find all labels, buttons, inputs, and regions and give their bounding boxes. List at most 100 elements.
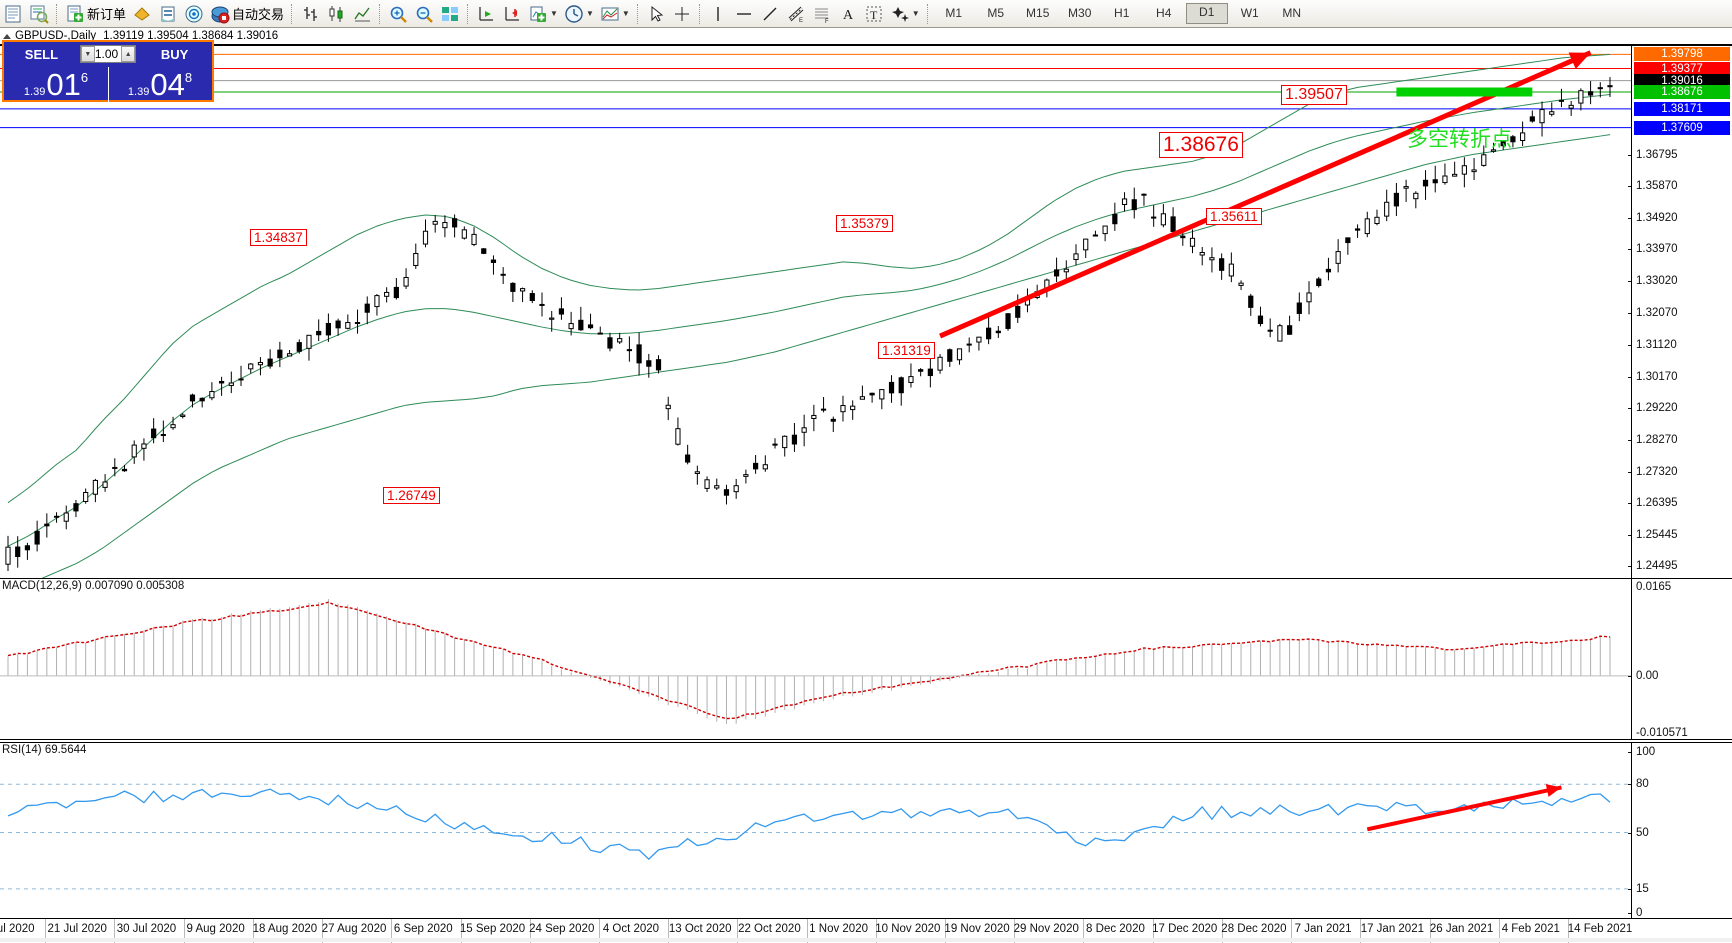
timeframe-h4[interactable]: H4: [1156, 6, 1172, 20]
chevron-down-icon[interactable]: ▼: [621, 9, 630, 18]
time-axis-separator: [1083, 919, 1085, 943]
rsi-chart-svg: [0, 783, 1632, 890]
toolbar-separator: [56, 3, 58, 24]
time-axis-label: 4 Feb 2021: [1501, 923, 1560, 935]
price-tick-label: 1.30170: [1636, 370, 1678, 383]
rsi-plot[interactable]: RSI(14) 69.5644: [0, 743, 1632, 918]
line-chart-icon[interactable]: [349, 1, 375, 26]
volume-increase-button[interactable]: ▲: [121, 46, 136, 62]
indicators-icon[interactable]: ▼: [525, 1, 561, 26]
equidistant-channel-icon[interactable]: E: [783, 1, 809, 26]
macd-pane[interactable]: MACD(12,26,9) 0.007090 0.005308 0.0165 0.…: [0, 579, 1732, 739]
volume-stepper[interactable]: ▼ 1.00 ▲: [79, 45, 137, 63]
price-plot[interactable]: [0, 46, 1632, 578]
chart-symbol-bar: GBPUSD-,Daily 1.39119 1.39504 1.38684 1.…: [0, 28, 1732, 46]
timeframe-w1[interactable]: W1: [1240, 6, 1259, 20]
templates-icon[interactable]: ▼: [597, 1, 633, 26]
text-icon[interactable]: A: [835, 1, 861, 26]
buy-price-big: 04: [150, 67, 185, 102]
buy-price[interactable]: 1.39 04 8: [108, 66, 212, 100]
candlestick-chart-icon[interactable]: [323, 1, 349, 26]
time-axis-label: 29 Nov 2020: [1013, 923, 1079, 935]
price-tick-mark: [1628, 217, 1632, 219]
price-tick-mark: [1628, 281, 1632, 283]
navigator-icon[interactable]: [181, 1, 207, 26]
time-axis-label: 24 Sep 2020: [529, 923, 595, 935]
time-axis-separator: [391, 919, 393, 943]
time-axis-label: 10 Nov 2020: [875, 923, 941, 935]
timeframe-group: M1 M5 M15 M30 H1 H4 D1 W1 MN: [933, 3, 1313, 24]
vertical-line-icon[interactable]: [705, 1, 731, 26]
rsi-pane[interactable]: RSI(14) 69.5644 100 80 50 15 0: [0, 743, 1732, 919]
cursor-icon[interactable]: [643, 1, 669, 26]
price-tag-1.38676: 1.38676: [1634, 84, 1730, 99]
macd-tick-mark: [1628, 675, 1632, 677]
timeframe-m15[interactable]: M15: [1026, 6, 1050, 20]
buy-button[interactable]: BUY: [160, 46, 189, 62]
sell-price-sup: 6: [80, 70, 89, 85]
auto-trading-button[interactable]: 自动交易: [207, 1, 287, 26]
time-axis-label: 15 Sep 2020: [459, 923, 526, 935]
time-axis-separator: [1429, 919, 1431, 943]
sell-button[interactable]: SELL: [24, 46, 59, 62]
sell-price-big: 01: [46, 67, 81, 102]
toolbar-separator: [467, 3, 469, 24]
price-pane-divider: [0, 578, 1732, 579]
text-label-icon[interactable]: T: [861, 1, 887, 26]
market-watch-icon[interactable]: [26, 1, 52, 26]
horizontal-line-icon[interactable]: [731, 1, 757, 26]
price-axis-labels: 1.36795 1.35870 1.34920 1.33970 1.33020 1.320…: [1628, 46, 1732, 578]
rsi-tick-mark: [1628, 784, 1632, 786]
price-tag-1.37609: 1.37609: [1634, 120, 1730, 135]
time-axis-separator: [529, 919, 531, 943]
timeframe-h1[interactable]: H1: [1114, 6, 1130, 20]
bar-chart-icon[interactable]: [297, 1, 323, 26]
time-axis-label: 17 Dec 2020: [1152, 923, 1218, 935]
rsi-tick-label: 15: [1636, 882, 1649, 895]
time-axis-separator: [945, 919, 947, 943]
price-tick-label: 1.33020: [1636, 275, 1678, 288]
trendline-icon[interactable]: [757, 1, 783, 26]
expert-advisors-icon[interactable]: [129, 1, 155, 26]
zoom-out-icon[interactable]: [411, 1, 437, 26]
sell-price[interactable]: 1.39 01 6: [4, 66, 108, 100]
data-window-icon[interactable]: [155, 1, 181, 26]
period-icon[interactable]: ▼: [561, 1, 597, 26]
chart-area[interactable]: 1.36795 1.35870 1.34920 1.33970 1.33020 1.320…: [0, 46, 1732, 942]
timeframe-m5[interactable]: M5: [987, 6, 1005, 20]
terminal-icon[interactable]: [0, 1, 26, 26]
price-tick-label: 1.24495: [1636, 560, 1678, 573]
price-tick-mark: [1628, 566, 1632, 568]
price-tick-label: 1.33970: [1636, 243, 1678, 256]
objects-icon[interactable]: ▼: [887, 1, 923, 26]
timeframe-d1[interactable]: D1: [1185, 3, 1228, 24]
timeframe-m30[interactable]: M30: [1068, 6, 1092, 20]
chart-shift-icon[interactable]: [473, 1, 499, 26]
collapse-triangle-icon[interactable]: [3, 33, 11, 39]
horizontal-scrollbar[interactable]: [0, 938, 1732, 942]
zoom-in-icon[interactable]: [385, 1, 411, 26]
macd-tick-label: 0.0165: [1636, 581, 1672, 593]
chevron-down-icon[interactable]: ▼: [585, 9, 594, 18]
macd-chart-svg: [0, 598, 1632, 725]
auto-scroll-icon[interactable]: [499, 1, 525, 26]
macd-pane-divider: [0, 739, 1732, 740]
chevron-down-icon[interactable]: ▼: [550, 9, 558, 18]
timeframe-mn[interactable]: MN: [1282, 6, 1302, 20]
time-axis-label: 30 Jul 2020: [116, 923, 177, 935]
price-pane[interactable]: 1.36795 1.35870 1.34920 1.33970 1.33020 1.320…: [0, 46, 1732, 578]
volume-decrease-button[interactable]: ▼: [80, 46, 95, 62]
time-axis-separator: [1152, 919, 1154, 943]
timeframe-m1[interactable]: M1: [945, 6, 963, 20]
chevron-down-icon[interactable]: ▼: [911, 9, 920, 18]
macd-plot[interactable]: MACD(12,26,9) 0.007090 0.005308: [0, 579, 1632, 739]
rsi-label: RSI(14) 69.5644: [2, 744, 87, 756]
fibonacci-icon[interactable]: F: [809, 1, 835, 26]
chart-grid-icon[interactable]: [437, 1, 463, 26]
oct-divider: [108, 67, 109, 104]
crosshair-icon[interactable]: [669, 1, 695, 26]
new-order-button[interactable]: 新订单: [62, 1, 129, 26]
time-axis-label: 28 Dec 2020: [1221, 923, 1287, 935]
rsi-tick-label: 0: [1636, 907, 1643, 919]
volume-value[interactable]: 1.00: [94, 47, 119, 61]
